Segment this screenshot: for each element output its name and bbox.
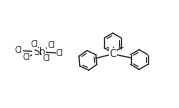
Text: Cl: Cl xyxy=(47,41,55,50)
Text: C: C xyxy=(109,49,116,59)
Text: Cl: Cl xyxy=(22,53,30,62)
Text: +: + xyxy=(117,43,124,52)
Text: Sb: Sb xyxy=(33,47,46,57)
Text: Cl: Cl xyxy=(43,54,50,63)
Text: Cl: Cl xyxy=(56,49,64,58)
Text: Cl: Cl xyxy=(15,46,23,55)
Text: Cl: Cl xyxy=(30,40,38,49)
